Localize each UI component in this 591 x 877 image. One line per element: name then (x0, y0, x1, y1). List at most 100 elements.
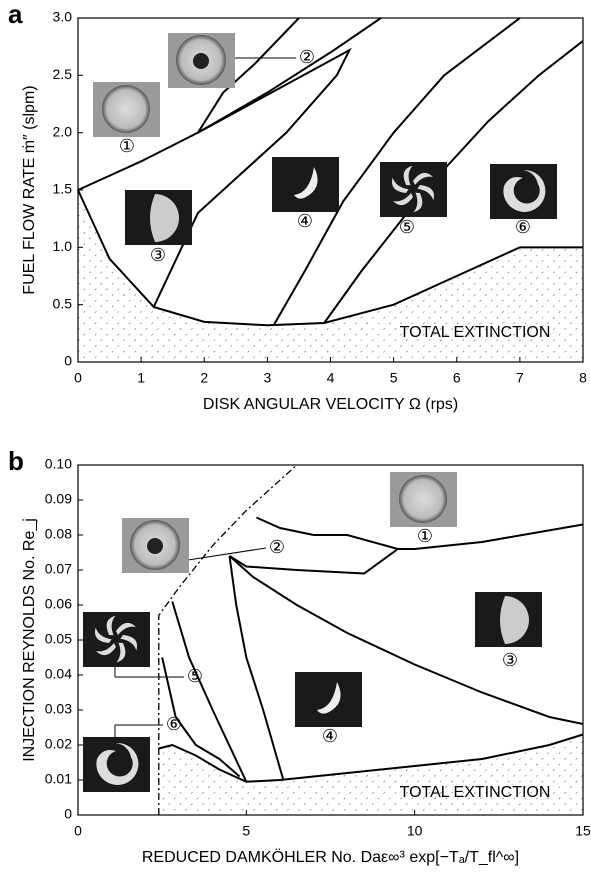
regime-label: ① (417, 526, 433, 547)
y-tick-label: 2.5 (53, 66, 73, 82)
y-tick-label: 3.0 (53, 9, 73, 25)
flame (96, 643, 116, 656)
y-tick-label: 0.01 (45, 771, 72, 787)
flame-image (272, 157, 339, 212)
y-tick-label: 0.02 (45, 736, 72, 752)
image-bg (83, 612, 150, 667)
regime-label: ⑤ (187, 666, 203, 687)
y-tick-label: 2.0 (53, 123, 73, 139)
boundary-line (228, 555, 584, 725)
regime-label: ⑥ (166, 714, 182, 735)
region-label: TOTAL EXTINCTION (400, 784, 551, 801)
panel-label: a (8, 0, 23, 29)
x-tick-label: 0 (74, 370, 82, 386)
region-label: TOTAL EXTINCTION (400, 324, 551, 341)
flame (95, 627, 112, 643)
image-bg (380, 162, 447, 217)
flame (150, 194, 179, 242)
boundary-line (158, 733, 584, 783)
flame (500, 596, 529, 644)
image-bg (295, 672, 362, 727)
x-tick-label: 10 (407, 823, 423, 839)
flame (393, 193, 413, 206)
flame (294, 167, 318, 199)
extinction-area (78, 190, 583, 362)
core (147, 538, 163, 554)
flame-image (168, 33, 235, 88)
boundary-line (323, 40, 584, 324)
y-tick-label: 0.08 (45, 526, 72, 542)
y-axis-label: INJECTION REYNOLDS No. Re_j (21, 518, 38, 762)
regime-label: ③ (150, 245, 166, 266)
y-tick-label: 0.04 (45, 666, 72, 682)
y-tick-label: 0 (64, 806, 72, 822)
regime-label: ② (299, 47, 315, 68)
y-axis-label: FUEL FLOW RATE ṁ″ (slpm) (21, 85, 38, 294)
y-tick-label: 0.05 (45, 631, 72, 647)
x-tick-label: 2 (200, 370, 208, 386)
y-tick-label: 0.07 (45, 561, 72, 577)
y-tick-label: 1.0 (53, 238, 73, 254)
boundary-line (158, 464, 298, 815)
regime-label: ④ (322, 726, 338, 747)
flame-image (83, 737, 150, 792)
flame-image (83, 612, 150, 667)
flame (116, 642, 126, 663)
flame (317, 682, 341, 714)
x-tick-label: 4 (327, 370, 335, 386)
flame (116, 622, 136, 635)
flame (413, 172, 433, 185)
boundary-line (152, 47, 352, 308)
flame (106, 615, 116, 636)
x-tick-label: 15 (575, 823, 591, 839)
regime-label: ④ (297, 211, 313, 232)
x-tick-label: 3 (263, 370, 271, 386)
flame (120, 635, 137, 651)
x-tick-label: 6 (453, 370, 461, 386)
boundary-line (171, 601, 248, 783)
flame-image (490, 164, 557, 219)
regime-label: ① (119, 136, 135, 157)
boundary-line (77, 17, 382, 191)
flame-image (125, 190, 192, 245)
x-tick-label: 1 (137, 370, 145, 386)
flame-image (295, 672, 362, 727)
leader-line (187, 547, 267, 561)
image-bg (272, 157, 339, 212)
flame-image (122, 518, 189, 573)
y-tick-label: 0.06 (45, 596, 72, 612)
x-tick-label: 8 (579, 370, 587, 386)
boundary-line (197, 17, 300, 134)
boundary-line (228, 548, 399, 575)
boundary-line (256, 516, 584, 550)
y-tick-label: 1.5 (53, 181, 73, 197)
regime-label: ⑥ (515, 217, 531, 238)
x-axis-label: REDUCED DAMKÖHLER No. Daε∞³ exp[−Tₐ/T_fl… (142, 848, 519, 866)
regime-label: ② (269, 537, 285, 558)
flame (96, 742, 139, 785)
flame (403, 165, 413, 186)
flame (417, 185, 434, 201)
y-tick-label: 0 (64, 353, 72, 369)
extinction-area (158, 734, 584, 815)
flame-image (380, 162, 447, 217)
boundary-line (228, 555, 285, 781)
flame (392, 177, 409, 193)
y-tick-label: 0.5 (53, 295, 73, 311)
panel-label: b (8, 446, 24, 476)
regime-label: ③ (502, 650, 518, 671)
x-tick-label: 0 (74, 823, 82, 839)
flame-image (475, 592, 542, 647)
x-tick-label: 5 (242, 823, 250, 839)
flame (102, 85, 150, 133)
flame-image (93, 82, 160, 137)
regime-label: ⑤ (399, 217, 415, 238)
flame (399, 475, 447, 523)
y-tick-label: 0.03 (45, 701, 72, 717)
y-tick-label: 0.09 (45, 491, 72, 507)
flame (413, 192, 423, 213)
flame (503, 169, 546, 212)
y-tick-label: 0.10 (45, 456, 72, 472)
